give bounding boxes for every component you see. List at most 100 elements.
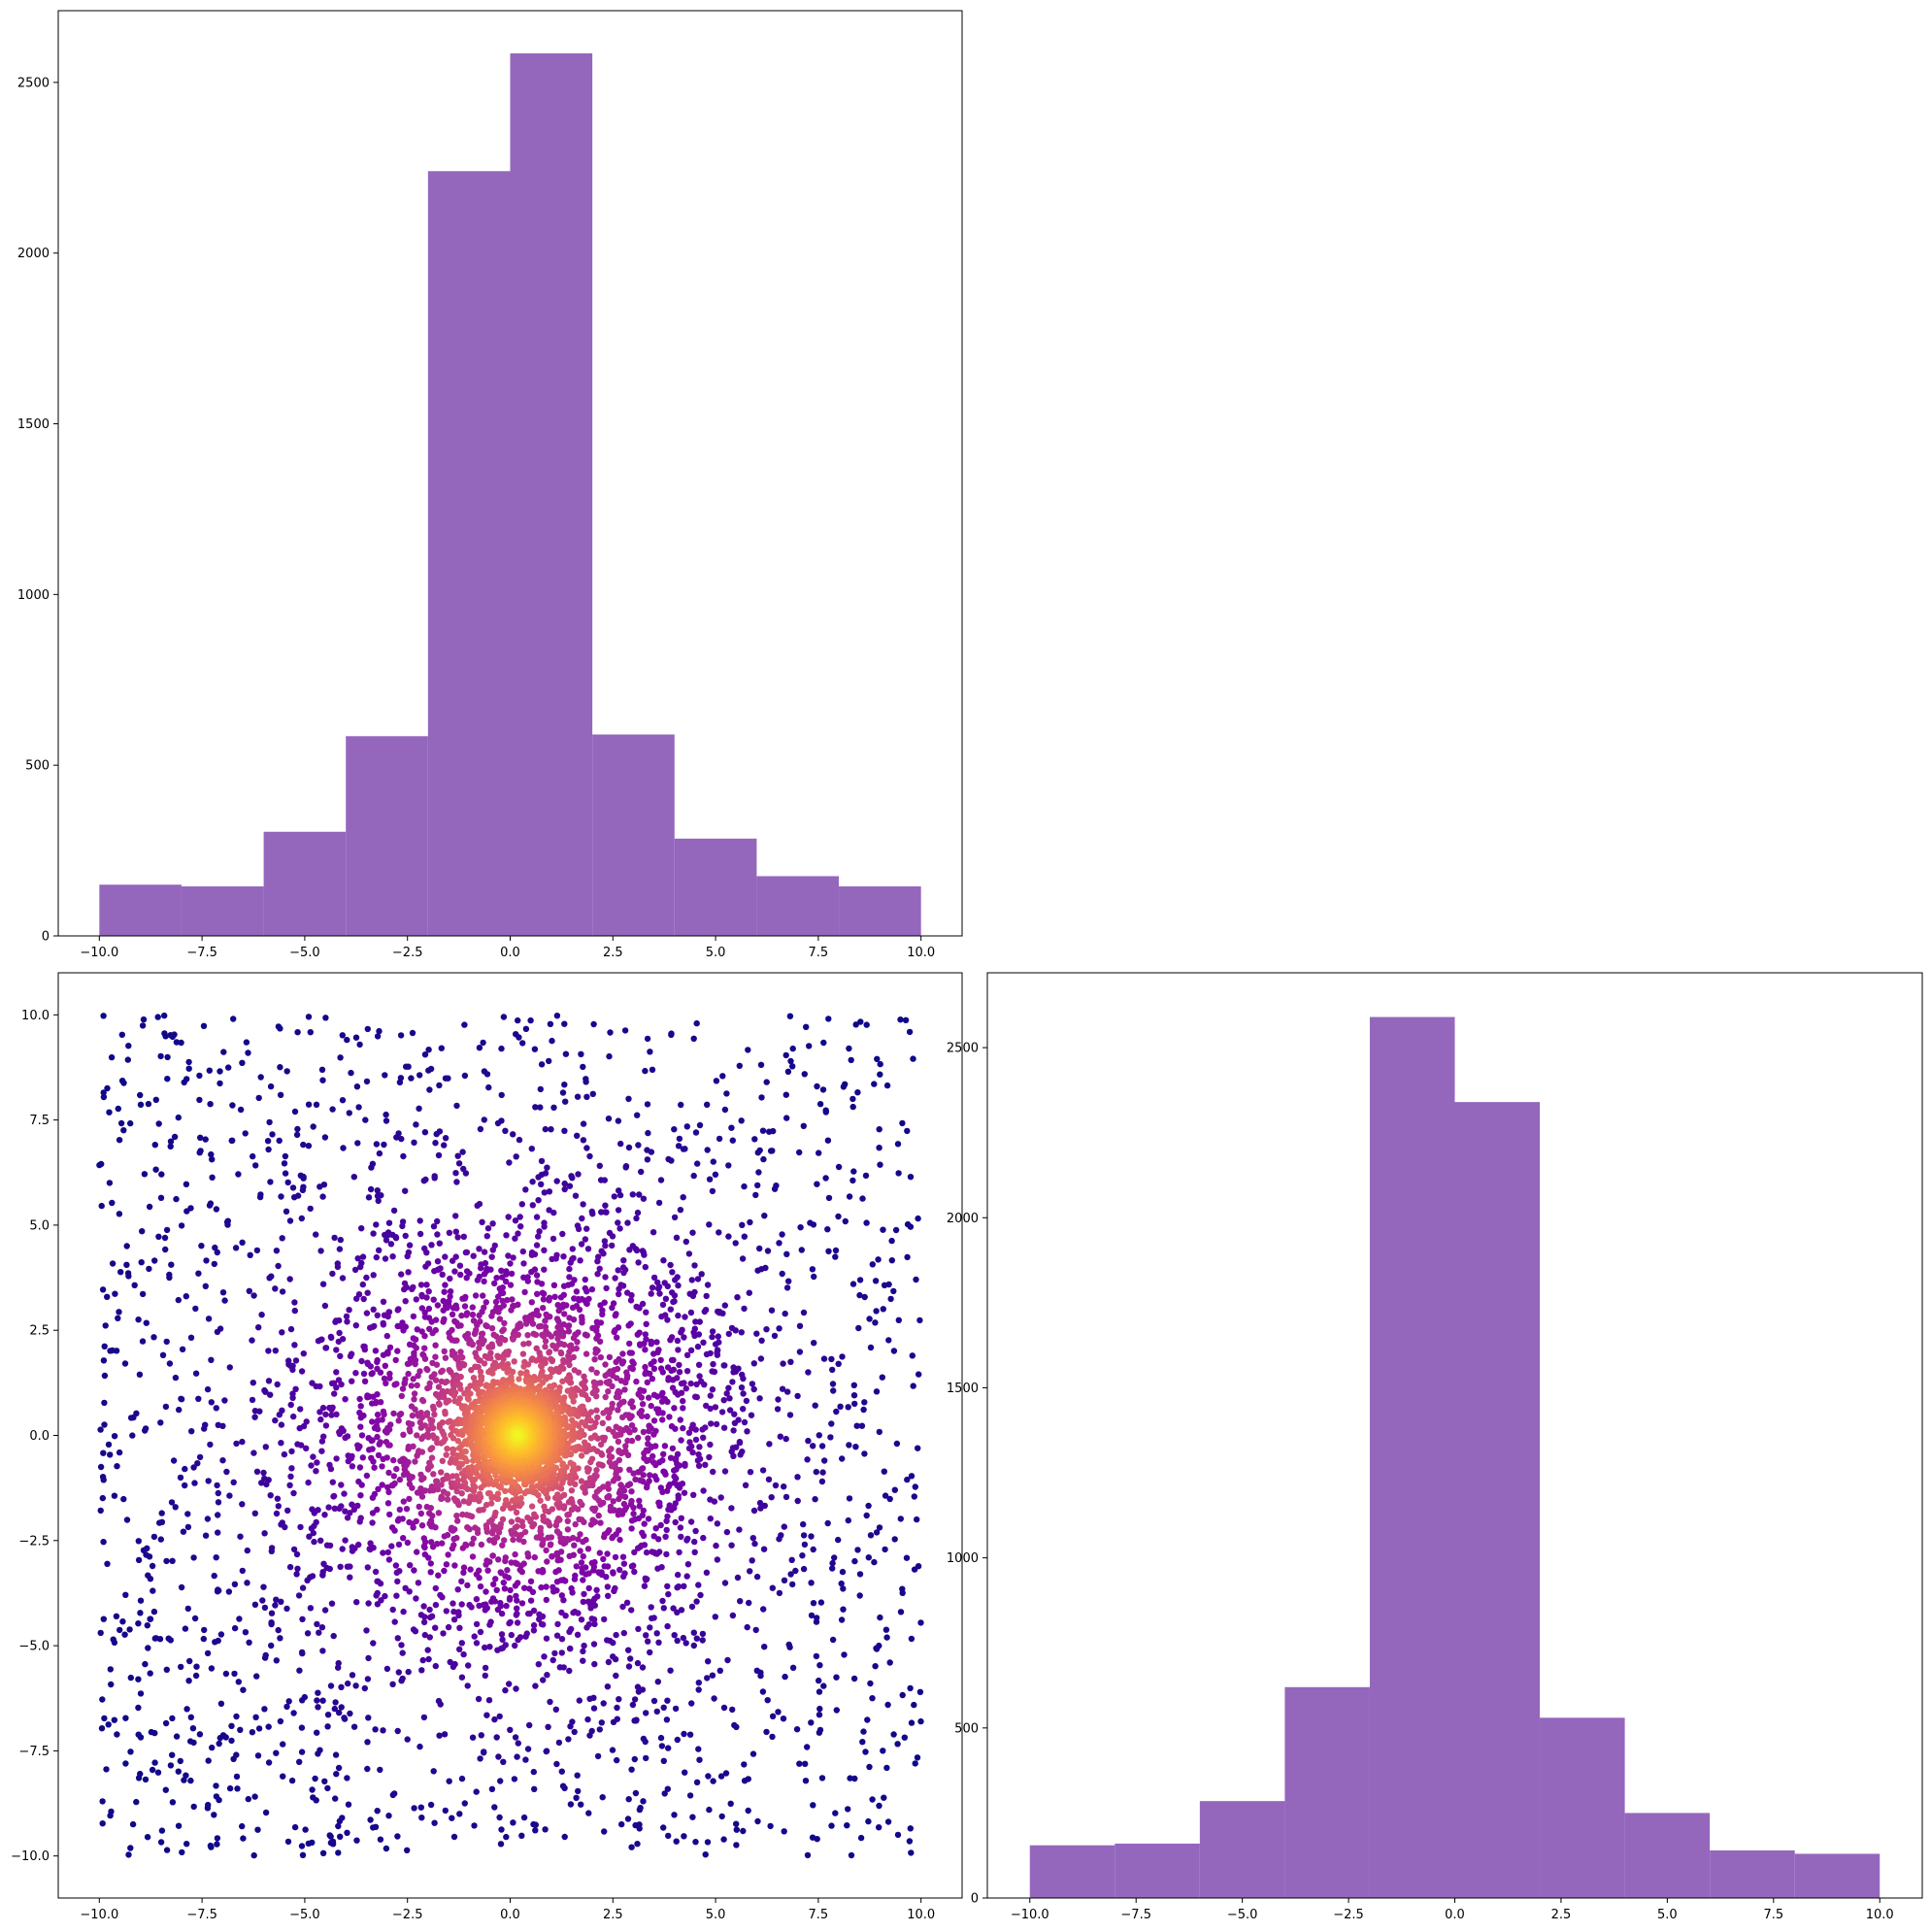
scatter-point (358, 1357, 365, 1365)
scatter-point (475, 1363, 482, 1371)
scatter-point (421, 1051, 429, 1058)
scatter-point (324, 1723, 331, 1730)
scatter-point (759, 1688, 767, 1695)
scatter-point (635, 1390, 642, 1398)
histogram-bar (263, 831, 347, 936)
scatter-point (810, 1443, 816, 1449)
scatter-point (273, 1657, 280, 1664)
scatter-point (910, 1055, 916, 1062)
scatter-point (517, 1494, 524, 1502)
scatter-point (647, 1472, 653, 1479)
scatter-point (458, 1312, 465, 1319)
scatter-point (432, 1342, 439, 1349)
y-tick-label: 2500 (17, 76, 50, 90)
scatter-point (384, 1500, 392, 1507)
scatter-point (217, 1700, 225, 1708)
scatter-point (383, 1111, 389, 1118)
scatter-point (678, 1437, 684, 1444)
scatter-point (290, 1413, 297, 1420)
scatter-point (612, 1584, 618, 1592)
scatter-point (554, 1335, 561, 1343)
scatter-point (456, 1811, 463, 1817)
scatter-point (530, 1607, 538, 1615)
scatter-point (597, 1519, 604, 1526)
scatter-point (796, 1149, 803, 1156)
scatter-point (622, 1443, 629, 1449)
scatter-point (816, 1432, 822, 1439)
scatter-point (298, 1649, 306, 1656)
scatter-point (753, 1667, 760, 1675)
scatter-point (450, 1542, 457, 1549)
scatter-point (527, 1578, 535, 1585)
scatter-point (435, 1151, 443, 1159)
scatter-point (669, 1445, 677, 1452)
scatter-point (781, 1523, 787, 1530)
scatter-point (846, 1045, 852, 1052)
scatter-point (255, 1725, 263, 1732)
scatter-point (417, 1510, 424, 1517)
scatter-point (98, 1160, 105, 1168)
scatter-point (256, 1193, 264, 1201)
scatter-point (816, 1101, 824, 1108)
scatter-point (644, 1147, 650, 1153)
scatter-point (854, 1547, 861, 1553)
scatter-point (573, 1563, 580, 1570)
scatter-point (278, 1440, 284, 1447)
scatter-point (657, 1521, 664, 1529)
scatter-point (226, 1492, 233, 1499)
scatter-point (409, 1412, 416, 1419)
scatter-point (434, 1217, 441, 1225)
scatter-point (575, 1536, 582, 1543)
scatter-point (405, 1443, 413, 1450)
scatter-point (425, 1305, 433, 1313)
scatter-point (738, 1384, 746, 1391)
scatter-point (405, 1063, 412, 1070)
scatter-point (537, 1497, 544, 1504)
scatter-point (278, 1421, 285, 1428)
scatter-point (538, 1061, 546, 1068)
scatter-point (303, 1418, 310, 1425)
scatter-point (299, 1186, 307, 1194)
scatter-point (434, 1302, 442, 1309)
scatter-point (590, 1641, 598, 1648)
scatter-point (577, 1531, 583, 1538)
scatter-point (135, 1704, 142, 1712)
scatter-point (885, 1337, 892, 1344)
scatter-point (417, 1410, 424, 1416)
scatter-point (490, 1581, 497, 1588)
scatter-point (588, 1559, 595, 1567)
scatter-point (663, 1716, 671, 1723)
scatter-point (481, 1749, 487, 1755)
scatter-point (272, 1285, 279, 1292)
scatter-point (423, 1412, 430, 1418)
scatter-point (856, 1571, 864, 1578)
scatter-point (100, 1616, 108, 1622)
scatter-point (499, 1516, 507, 1523)
scatter-point (696, 1756, 703, 1763)
scatter-point (671, 1126, 678, 1133)
scatter-point (824, 1137, 832, 1144)
scatter-point (231, 1581, 239, 1588)
scatter-point (193, 1663, 200, 1670)
scatter-point (275, 1262, 282, 1270)
scatter-point (299, 1616, 306, 1623)
scatter-point (810, 1600, 817, 1607)
scatter-point (648, 1360, 654, 1368)
scatter-point (635, 1545, 642, 1551)
scatter-point (591, 1472, 598, 1479)
scatter-point (319, 1077, 326, 1083)
scatter-point (386, 1511, 393, 1518)
scatter-point (553, 1178, 560, 1184)
scatter-point (665, 1155, 672, 1163)
scatter-point (443, 1378, 450, 1385)
scatter-point (910, 1382, 916, 1389)
scatter-point (520, 1274, 527, 1282)
scatter-point (498, 1091, 505, 1099)
scatter-point (680, 1424, 686, 1432)
scatter-point (173, 1733, 181, 1740)
scatter-point (862, 1172, 870, 1180)
scatter-point (522, 1025, 530, 1033)
scatter-point (137, 1597, 145, 1604)
scatter-point (151, 1759, 158, 1766)
scatter-point (400, 1608, 407, 1616)
